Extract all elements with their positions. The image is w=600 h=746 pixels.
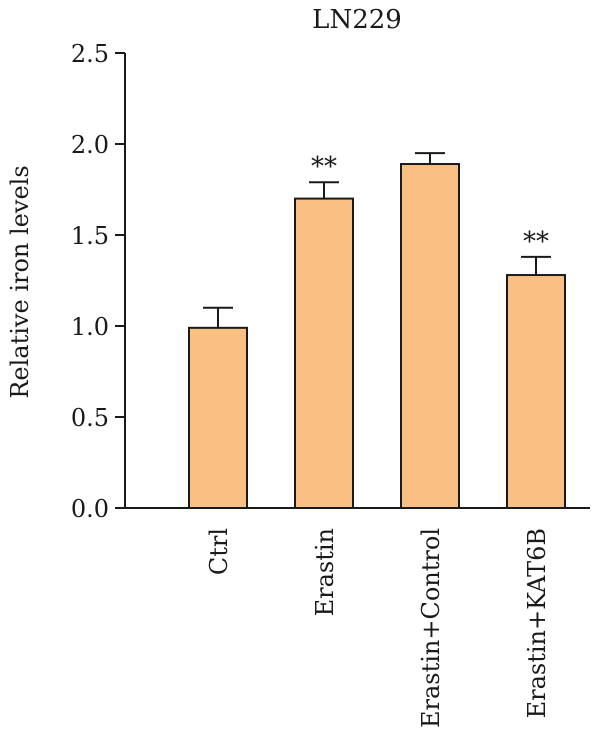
- bars: ** **: [188, 152, 566, 510]
- y-axis-ticks: 0.0 0.5 1.0 1.5 2.0 2.5: [71, 40, 125, 523]
- x-tick-label: Erastin: [311, 528, 339, 616]
- bar-ctrl: [188, 326, 248, 509]
- significance-label: **: [523, 227, 549, 257]
- y-tick-label: 1.5: [71, 222, 109, 250]
- x-tick-label: Ctrl: [205, 528, 233, 575]
- y-tick-label: 2.0: [71, 131, 109, 159]
- y-tick-label: 0.0: [71, 495, 109, 523]
- x-tick-label: Erastin+Control: [417, 528, 445, 728]
- y-tick-label: 1.0: [71, 313, 109, 341]
- bar-erastin-kat6b: [506, 274, 566, 510]
- bar-erastin: [294, 197, 354, 509]
- y-tick-label: 2.5: [71, 40, 109, 68]
- y-axis-label: Relative iron levels: [6, 165, 34, 398]
- x-tick-label: Erastin+KAT6B: [523, 528, 551, 718]
- significance-label: **: [311, 152, 337, 182]
- chart-title: LN229: [312, 5, 402, 35]
- bar-erastin-control: [400, 163, 460, 510]
- x-axis-tick-labels: Ctrl Erastin Erastin+Control Erastin+KAT6B: [205, 528, 551, 728]
- y-tick-label: 0.5: [71, 404, 109, 432]
